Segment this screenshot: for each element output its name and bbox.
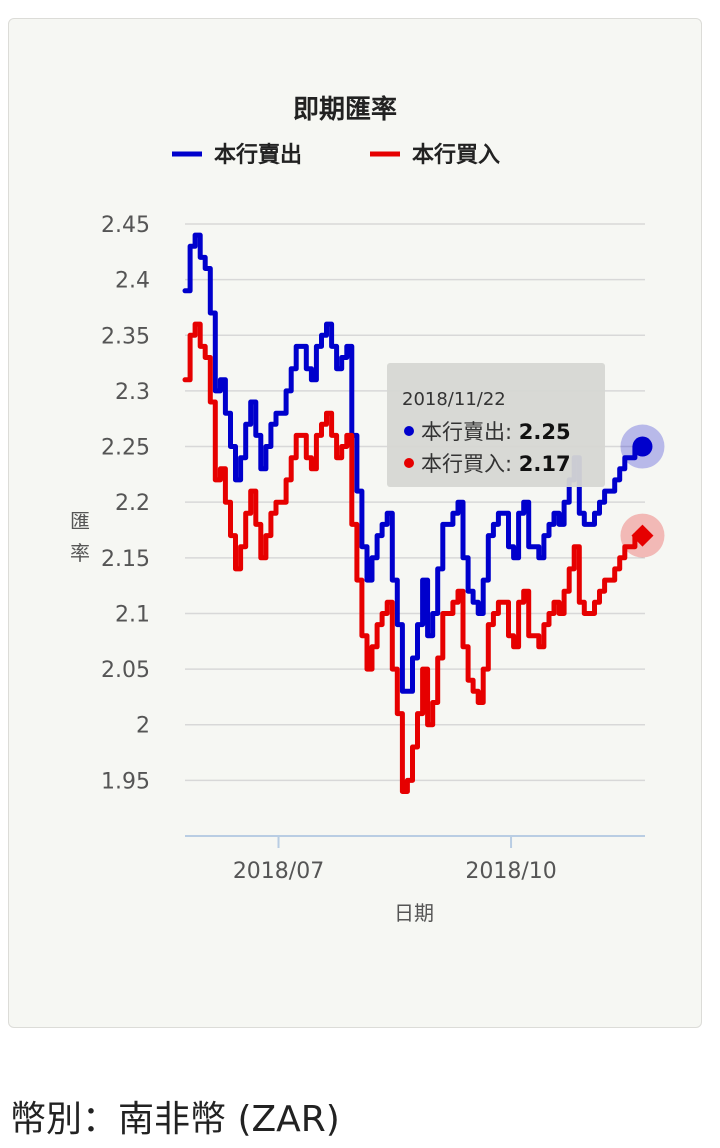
tooltip-buy-name: 本行買入 [421,452,505,476]
legend-buy-label[interactable]: 本行買入 [412,142,500,168]
x-axis-label: 日期 [394,901,434,925]
y-tick-label: 2.1 [115,602,150,627]
tooltip-sell-row: 本行賣出: 2.25 [421,420,571,444]
y-tick-label: 2.15 [101,547,150,572]
y-tick-label: 2.4 [115,269,150,294]
tooltip-box [387,363,605,487]
y-axis-label-char-1: 匯 [70,509,90,533]
buy-hover-marker [631,524,654,547]
tooltip-buy-value: 2.17 [519,452,571,476]
y-tick-label: 2.35 [101,324,150,349]
tooltip-buy-dot [404,458,414,468]
tooltip-sell-name: 本行賣出 [421,420,505,444]
hover-markers [620,424,665,558]
y-tick-labels: 2.45 2.4 2.35 2.3 2.25 2.2 2.15 2.1 2.05 2 1.95 [101,213,150,794]
currency-label: 幣別：南非幣 (ZAR) [10,1099,340,1140]
tooltip-sell-dot [404,426,414,436]
y-tick-label: 2 [136,714,150,739]
x-tick-label: 2018/10 [465,859,556,884]
tooltip: 2018/11/22 本行賣出: 2.25 本行買入: 2.17 [387,363,605,487]
y-axis-label-char-2: 率 [70,541,90,565]
legend-sell-label[interactable]: 本行賣出 [214,142,302,168]
tooltip-sell-value: 2.25 [519,420,571,444]
tooltip-buy-colon: : [505,452,519,476]
buy-rate-line [182,321,645,794]
tooltip-sell-colon: : [505,420,519,444]
sell-rate-line [182,232,645,694]
rate-chart[interactable]: 即期匯率 本行賣出 本行買入 2.45 2.4 2.35 2.3 2.25 2.2 2.15… [0,0,720,1040]
y-tick-label: 2.3 [115,380,150,405]
y-tick-label: 2.2 [115,491,150,516]
x-axis: 2018/07 2018/10 [185,835,645,884]
y-tick-label: 2.05 [101,658,150,683]
tooltip-buy-row: 本行買入: 2.17 [421,452,571,476]
y-tick-label: 2.25 [101,436,150,461]
sell-hover-marker [632,436,653,457]
y-tick-label: 1.95 [101,769,150,794]
y-tick-label: 2.45 [101,213,150,238]
x-tick-label: 2018/07 [233,859,324,884]
legend[interactable]: 本行賣出 本行買入 [172,142,500,168]
chart-title: 即期匯率 [293,94,397,125]
tooltip-date: 2018/11/22 [402,389,506,410]
series-lines [182,232,645,794]
